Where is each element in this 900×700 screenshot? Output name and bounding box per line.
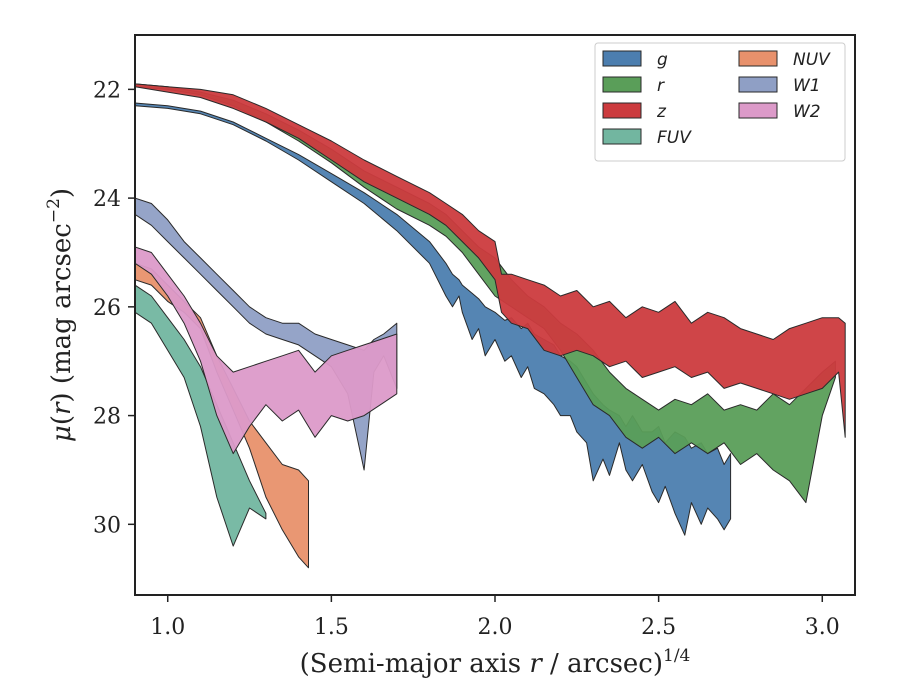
legend-swatch-g xyxy=(602,50,642,67)
legend-swatch-r xyxy=(602,76,642,93)
legend-swatch-fuv xyxy=(602,128,642,145)
legend-swatch-w1 xyxy=(738,76,778,93)
y-tick-label: 28 xyxy=(93,405,121,430)
x-axis-ticks: 1.0 1.5 2.0 2.5 3.0 xyxy=(150,595,840,640)
legend-label-w1: W1 xyxy=(793,76,821,96)
y-tick-label: 24 xyxy=(93,187,121,212)
legend-label-w2: W2 xyxy=(793,102,821,122)
x-tick-label: 1.5 xyxy=(314,615,349,640)
legend: grz FUV NUV W1 W2 xyxy=(594,42,846,162)
band-fuv xyxy=(135,284,267,547)
legend-swatch-w2 xyxy=(738,102,778,119)
legend-label-z: z xyxy=(656,102,667,122)
legend-label-fuv: FUV xyxy=(657,128,692,148)
x-axis-label: (Semi-major axis r / arcsec)1/4 xyxy=(300,646,691,679)
x-tick-label: 2.0 xyxy=(478,615,513,640)
y-axis-ticks: 22 24 26 28 30 xyxy=(93,78,135,538)
legend-label-r: r xyxy=(657,76,665,96)
legend-label-nuv: NUV xyxy=(793,50,831,70)
x-tick-label: 3.0 xyxy=(805,615,840,640)
band-w2 xyxy=(135,246,398,455)
y-axis-label: μ(r) (mag arcsec−2) xyxy=(44,188,77,442)
legend-box xyxy=(594,42,846,162)
x-tick-label: 1.0 xyxy=(150,615,185,640)
legend-swatch-z xyxy=(602,102,642,119)
x-tick-label: 2.5 xyxy=(641,615,676,640)
y-tick-label: 30 xyxy=(93,513,121,538)
legend-swatch-nuv xyxy=(738,50,778,67)
y-tick-label: 26 xyxy=(93,296,121,321)
legend-label-g: g xyxy=(657,50,668,70)
series-bands xyxy=(135,83,846,569)
y-tick-label: 22 xyxy=(93,78,121,103)
band-g xyxy=(135,102,732,536)
band-z xyxy=(135,83,846,438)
